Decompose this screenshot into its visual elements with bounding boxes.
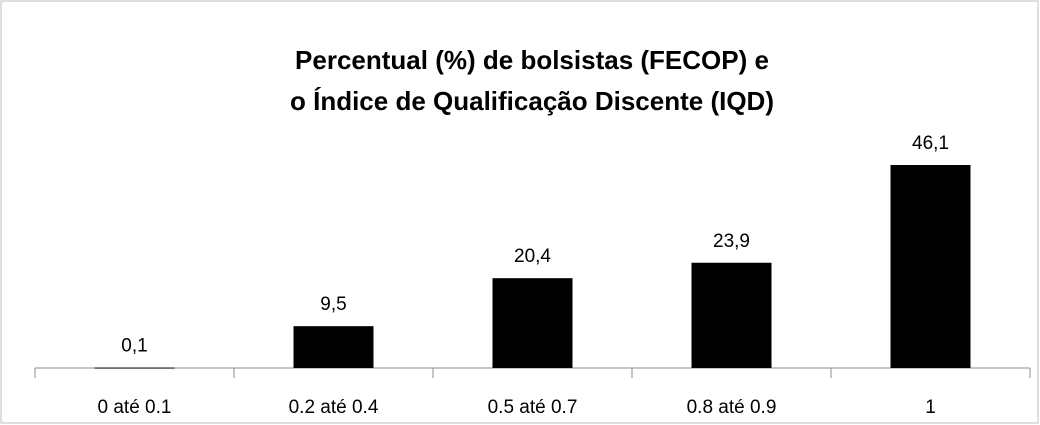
bar [293,326,374,368]
chart-title: Percentual (%) de bolsistas (FECOP) e [295,45,769,75]
chart-title: o Índice de Qualificação Discente (IQD) [290,86,774,116]
x-tick-label: 0 até 0.1 [98,397,172,418]
bar [94,367,175,369]
bar [890,165,971,368]
bar [492,278,573,368]
x-tick-label: 0.8 até 0.9 [687,397,777,418]
bar [691,262,772,368]
data-label: 0,1 [121,336,147,357]
x-tick-label: 1 [925,397,936,418]
data-label: 46,1 [912,133,949,154]
data-label: 9,5 [320,294,346,315]
x-tick-label: 0.2 até 0.4 [289,397,379,418]
data-label: 20,4 [514,246,551,267]
data-label: 23,9 [713,231,750,252]
x-tick-label: 0.5 até 0.7 [488,397,578,418]
